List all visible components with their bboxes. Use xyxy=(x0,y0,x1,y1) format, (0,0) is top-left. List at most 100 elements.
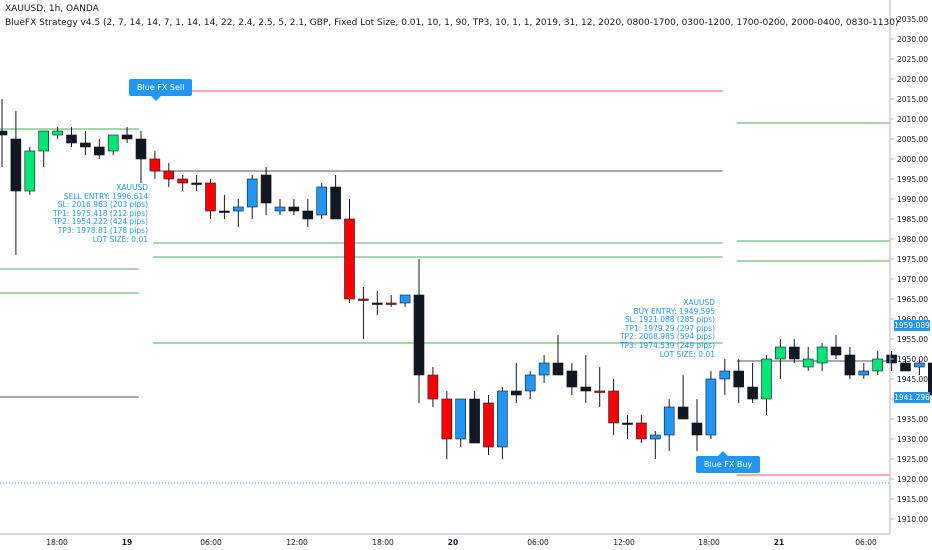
candle xyxy=(177,175,188,191)
y-tick-label: 2030.00 xyxy=(897,35,928,44)
candle-body xyxy=(802,358,814,368)
candle-body xyxy=(538,362,550,376)
candle xyxy=(900,359,911,372)
x-tick-label: 12:00 xyxy=(613,538,635,547)
y-tick-label: 1920.00 xyxy=(897,475,928,484)
candle-body xyxy=(483,402,494,448)
candle xyxy=(594,367,606,407)
candle xyxy=(858,363,870,379)
candle xyxy=(830,335,842,359)
candle-body xyxy=(747,386,758,400)
candle-body xyxy=(719,370,731,380)
candle xyxy=(260,167,272,215)
candle-body xyxy=(219,210,230,213)
candle xyxy=(52,127,63,139)
candle-body xyxy=(788,346,800,360)
sell-info-tp2: TP2: 1954.222 (424 pips) xyxy=(52,217,148,227)
candle xyxy=(107,134,119,155)
candle-body xyxy=(733,370,745,388)
candle xyxy=(747,363,758,403)
chart-header: XAUUSD, 1h, OANDA BlueFX Strategy v4.5 (… xyxy=(5,2,898,30)
candle-body xyxy=(552,362,564,376)
buy-info-tp1: TP1: 1979.29 (297 pips) xyxy=(624,323,715,333)
price-tag-upper: 1959.089 xyxy=(894,320,930,331)
candle-body xyxy=(663,406,675,436)
candle xyxy=(538,355,550,383)
candle-body xyxy=(385,302,397,305)
candle xyxy=(775,339,786,379)
strategy-params: BlueFX Strategy v4.5 (2, 7, 14, 14, 7, 1… xyxy=(5,18,899,28)
candle-body xyxy=(358,298,369,301)
candle-body xyxy=(344,218,355,300)
y-tick-label: 1945.00 xyxy=(897,375,928,384)
candle xyxy=(733,359,745,403)
candle-body xyxy=(330,186,341,220)
candles xyxy=(0,99,932,459)
candle xyxy=(816,343,828,371)
buy-signal-label[interactable]: Blue FX Buy xyxy=(696,451,761,473)
candle xyxy=(844,347,856,379)
candle-body xyxy=(914,362,925,368)
candle xyxy=(886,351,897,371)
y-tick-label: 1995.00 xyxy=(897,175,928,184)
candle xyxy=(649,431,661,459)
candle-body xyxy=(441,398,453,440)
sell-info-sl: SL: 2016.963 (203 pips) xyxy=(57,200,148,210)
candle-body xyxy=(524,374,536,392)
candle-body xyxy=(399,294,411,304)
candle xyxy=(163,163,175,187)
candle-body xyxy=(775,346,786,360)
x-tick-label: 06:00 xyxy=(200,538,222,547)
x-tick-label: 06:00 xyxy=(527,538,549,547)
candle xyxy=(358,287,369,339)
sell-signal-label[interactable]: Blue FX Sell xyxy=(129,79,193,101)
candle xyxy=(802,347,814,371)
candle xyxy=(399,294,411,307)
y-tick-label: 2005.00 xyxy=(897,135,928,144)
candle-body xyxy=(816,346,828,364)
x-tick-label: 18:00 xyxy=(698,538,720,547)
candle xyxy=(497,387,508,459)
candle xyxy=(330,175,341,220)
candle-body xyxy=(900,362,911,372)
candle-body xyxy=(260,174,272,204)
candle-body xyxy=(121,134,133,140)
candle-body xyxy=(761,358,772,400)
candle xyxy=(524,371,536,399)
candle-body xyxy=(205,182,216,212)
candle xyxy=(80,131,91,155)
candle-body xyxy=(622,422,633,425)
candle-body xyxy=(455,398,467,440)
x-tick-label: 19 xyxy=(122,538,132,547)
candle xyxy=(441,391,453,459)
x-tick-label: 06:00 xyxy=(855,538,877,547)
y-tick-label: 2035.00 xyxy=(897,15,928,24)
candle-body xyxy=(149,158,161,172)
candle-body xyxy=(677,406,689,420)
y-tick-label: 1975.00 xyxy=(897,255,928,264)
candle xyxy=(191,175,202,191)
y-tick-label: 2025.00 xyxy=(897,55,928,64)
candle-body xyxy=(233,206,244,212)
candle xyxy=(66,127,77,147)
candle xyxy=(371,291,383,315)
candle-body xyxy=(594,390,606,393)
candle-body xyxy=(191,182,202,185)
candle xyxy=(205,179,216,219)
candle-body xyxy=(24,150,36,192)
candle xyxy=(608,379,619,435)
y-tick-label: 2015.00 xyxy=(897,95,928,104)
candle-body xyxy=(38,130,50,152)
candle xyxy=(135,131,147,183)
candle xyxy=(246,175,258,219)
candle-body xyxy=(135,138,147,160)
candle-body xyxy=(427,374,439,400)
candle-body xyxy=(636,422,647,440)
candle xyxy=(385,295,397,307)
y-tick-label: 1970.00 xyxy=(897,275,928,284)
candle xyxy=(455,398,467,447)
candle xyxy=(622,415,633,439)
candle-body xyxy=(413,294,425,376)
